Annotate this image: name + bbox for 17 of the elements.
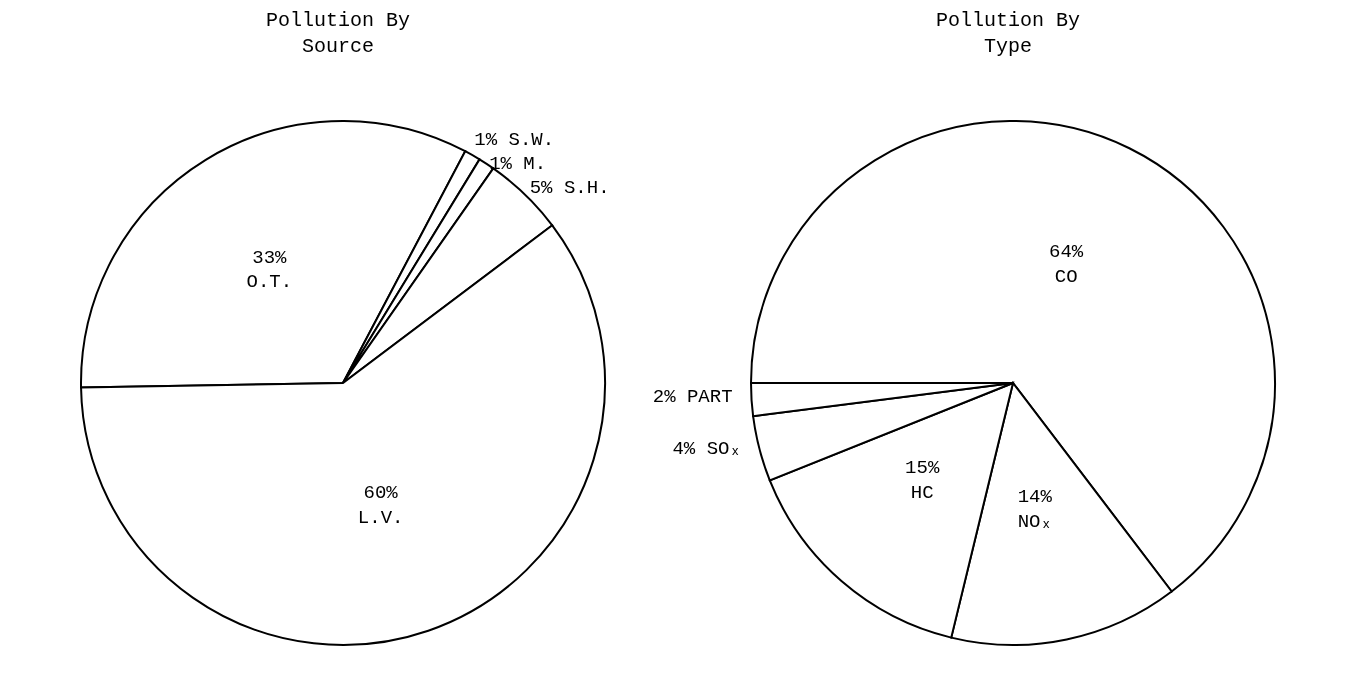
slice-label: L.V. (357, 506, 404, 529)
data-label: 14% (1017, 486, 1053, 509)
data-label: 15% (905, 457, 940, 480)
slice-label: 2% PART (652, 386, 733, 409)
slice-label: NOₓ (1017, 511, 1052, 534)
slice-label: 1% S.W. (474, 128, 555, 151)
data-label: 64% (1049, 240, 1084, 263)
slice-label: 4% SOₓ (672, 437, 741, 460)
slice-label: 5% S.H. (529, 176, 610, 199)
chart-title: Pollution By Source (265, 8, 411, 60)
chart-title: Pollution By Type (935, 8, 1081, 60)
data-label: 33% (252, 246, 288, 269)
slice-label: HC (910, 481, 934, 504)
data-label: 60% (363, 482, 399, 505)
slice-label: 1% M. (489, 152, 547, 175)
slice-label: CO (1054, 265, 1078, 288)
slice-label: O.T. (246, 271, 293, 294)
